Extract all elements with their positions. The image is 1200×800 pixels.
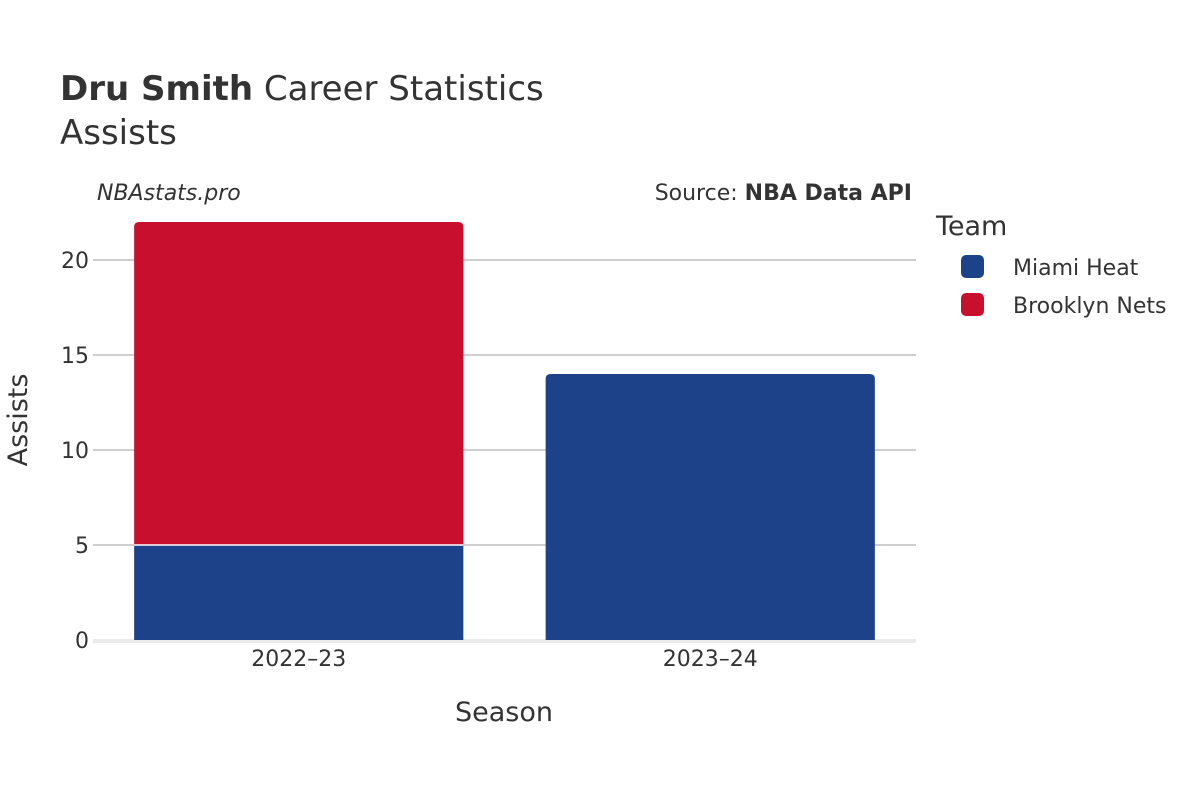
chart-subtitle: Assists — [60, 113, 177, 153]
legend-title: Team — [935, 211, 1007, 242]
x-axis-ticks: 2022–23 2023–24 — [251, 647, 757, 672]
bar-segment-miami-heat — [134, 545, 464, 640]
legend-swatch — [961, 293, 984, 316]
bars — [134, 222, 875, 640]
y-tick-label: 20 — [61, 249, 89, 274]
legend-label: Miami Heat — [1013, 256, 1139, 281]
y-tick-label: 0 — [75, 629, 89, 654]
source-label: Source: NBA Data API — [655, 181, 912, 206]
legend-swatch — [961, 255, 984, 278]
x-tick-label: 2022–23 — [251, 647, 346, 672]
source-name: NBA Data API — [745, 181, 912, 206]
title-suffix: Career Statistics — [253, 69, 544, 109]
y-tick-label: 10 — [61, 439, 89, 464]
y-axis-ticks: 0 5 10 15 20 — [61, 249, 89, 654]
legend-label: Brooklyn Nets — [1013, 294, 1166, 319]
title-player-name: Dru Smith — [60, 69, 253, 109]
legend: Miami Heat Brooklyn Nets — [961, 255, 1166, 319]
y-tick-label: 5 — [75, 534, 89, 559]
bar-segment-miami-heat — [545, 374, 875, 640]
x-axis-title: Season — [455, 697, 553, 728]
x-tick-label: 2023–24 — [663, 647, 758, 672]
chart-title: Dru Smith Career Statistics — [60, 69, 544, 109]
bar-segment-brooklyn-nets — [134, 222, 464, 545]
source-prefix: Source: — [655, 181, 745, 206]
y-tick-label: 15 — [61, 344, 89, 369]
watermark: NBAstats.pro — [97, 181, 241, 206]
y-axis-title: Assists — [3, 374, 34, 467]
